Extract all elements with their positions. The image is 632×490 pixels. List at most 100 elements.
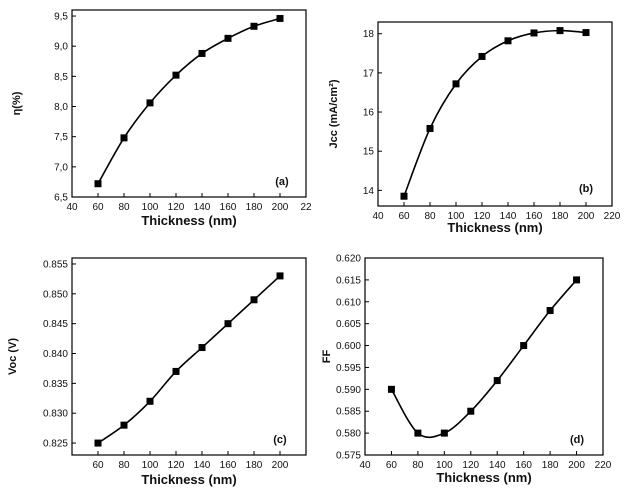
y-tick-label-d: 0.590 (336, 385, 361, 396)
x-tick-label-a: 22 (300, 202, 312, 213)
data-point-b (504, 37, 512, 45)
x-tick-label-b: 120 (474, 211, 491, 222)
y-tick-label-c: 0.855 (43, 259, 68, 270)
y-tick-label-b: 16 (363, 108, 375, 119)
data-point-d (573, 276, 581, 284)
y-tick-label-a: 6,5 (54, 193, 68, 204)
x-tick-label-d: 60 (386, 460, 398, 471)
x-tick-label-a: 160 (220, 202, 237, 213)
x-tick-label-d: 100 (436, 460, 453, 471)
x-tick-label-b: 140 (500, 211, 517, 222)
x-tick-label-d: 120 (462, 460, 479, 471)
data-point-a (276, 14, 284, 22)
x-tick-label-c: 200 (272, 460, 289, 471)
data-point-d (520, 342, 528, 350)
x-tick-label-a: 100 (142, 202, 159, 213)
data-point-b (400, 192, 408, 200)
x-tick-label-d: 80 (412, 460, 424, 471)
panel-label-a: (a) (275, 176, 289, 188)
data-point-c (120, 421, 128, 429)
x-tick-label-a: 120 (168, 202, 185, 213)
data-point-b (452, 80, 460, 88)
x-tick-label-c: 60 (92, 460, 104, 471)
data-point-c (224, 320, 232, 328)
plot-frame-d (364, 257, 604, 456)
data-point-a (146, 99, 154, 107)
x-tick-label-d: 40 (359, 460, 371, 471)
x-tick-label-c: 120 (168, 460, 185, 471)
data-point-d (414, 429, 422, 437)
chart-panel-b: 40 60 80 100 120 140 160 180 200 220 14 15 16 17 18 (b)… (328, 21, 621, 235)
y-tick-label-d: 0.600 (336, 341, 361, 352)
y-tick-label-c: 0.845 (43, 319, 68, 330)
y-tick-label-a: 7,0 (54, 162, 68, 173)
x-tick-label-b: 40 (372, 211, 384, 222)
x-tick-label-a: 40 (66, 202, 78, 213)
data-point-d (493, 377, 501, 385)
data-point-d (546, 307, 554, 315)
x-tick-label-b: 160 (526, 211, 543, 222)
x-tick-label-d: 200 (568, 460, 585, 471)
y-tick-label-b: 14 (363, 186, 375, 197)
y-tick-label-d: 0.585 (336, 407, 361, 418)
series-line-d (390, 279, 578, 439)
x-axis-label-d: Thickness (nm) (436, 470, 531, 485)
data-point-b (426, 124, 434, 132)
y-tick-label-c: 0.830 (43, 409, 68, 420)
y-tick-label-c: 0.825 (43, 439, 68, 450)
x-tick-label-d: 220 (595, 460, 612, 471)
y-tick-label-d: 0.615 (336, 275, 361, 286)
series-line-a (97, 17, 281, 185)
panel-label-b: (b) (579, 183, 593, 195)
x-tick-label-a: 140 (194, 202, 211, 213)
data-point-d (440, 429, 448, 437)
x-tick-label-a: 80 (118, 202, 130, 213)
x-tick-label-d: 180 (542, 460, 559, 471)
chart-panel-c: 60 80 100 120 140 160 180 200 0.825 0.830 0.835 0.8… (7, 257, 307, 487)
x-tick-label-b: 180 (552, 211, 569, 222)
y-tick-label-c: 0.850 (43, 289, 68, 300)
y-tick-label-b: 18 (363, 29, 375, 40)
data-point-c (94, 439, 102, 447)
data-point-a (224, 34, 232, 42)
y-tick-label-b: 17 (363, 68, 375, 79)
data-point-b (556, 27, 564, 35)
data-point-b (582, 29, 590, 37)
plot-frame-c (71, 257, 307, 456)
y-tick-label-a: 8,5 (54, 72, 68, 83)
x-tick-label-d: 160 (515, 460, 532, 471)
x-axis-label-c: Thickness (nm) (141, 472, 236, 487)
x-axis-label-b: Thickness (nm) (447, 220, 542, 235)
x-tick-label-c: 160 (220, 460, 237, 471)
x-tick-label-c: 80 (118, 460, 130, 471)
y-axis-label-c: Voc (V) (7, 338, 19, 375)
y-tick-label-a: 9,0 (54, 42, 68, 53)
data-point-b (478, 52, 486, 60)
y-tick-label-a: 7,5 (54, 132, 68, 143)
x-axis-label-a: Thickness (nm) (141, 213, 236, 228)
data-point-c (276, 272, 284, 280)
y-tick-label-c: 0.840 (43, 349, 68, 360)
chart-panel-d: 40 60 80 100 120 140 160 180 200 220 0.575 0.580 0.5… (321, 254, 612, 486)
y-tick-label-d: 0.575 (336, 451, 361, 462)
x-tick-label-a: 60 (92, 202, 104, 213)
data-point-c (172, 367, 180, 375)
y-tick-label-d: 0.610 (336, 297, 361, 308)
data-point-a (94, 180, 102, 188)
y-tick-label-d: 0.605 (336, 319, 361, 330)
x-tick-label-b: 80 (424, 211, 436, 222)
y-tick-label-d: 0.595 (336, 363, 361, 374)
y-tick-label-c: 0.835 (43, 379, 68, 390)
x-tick-label-b: 220 (604, 211, 621, 222)
data-point-b (530, 29, 538, 37)
x-tick-label-b: 60 (398, 211, 410, 222)
y-tick-label-a: 8,0 (54, 102, 68, 113)
data-point-d (387, 385, 395, 393)
y-axis-label-b: Jcc (mA/cm²) (328, 79, 340, 148)
x-tick-label-c: 180 (246, 460, 263, 471)
chart-panel-a: 40 60 80 100 120 140 160 180 200 22 6,5 7,0 7,5 8,0 8,… (11, 9, 312, 228)
panel-label-c: (c) (273, 434, 287, 446)
data-point-a (198, 49, 206, 57)
x-tick-label-c: 100 (142, 460, 159, 471)
